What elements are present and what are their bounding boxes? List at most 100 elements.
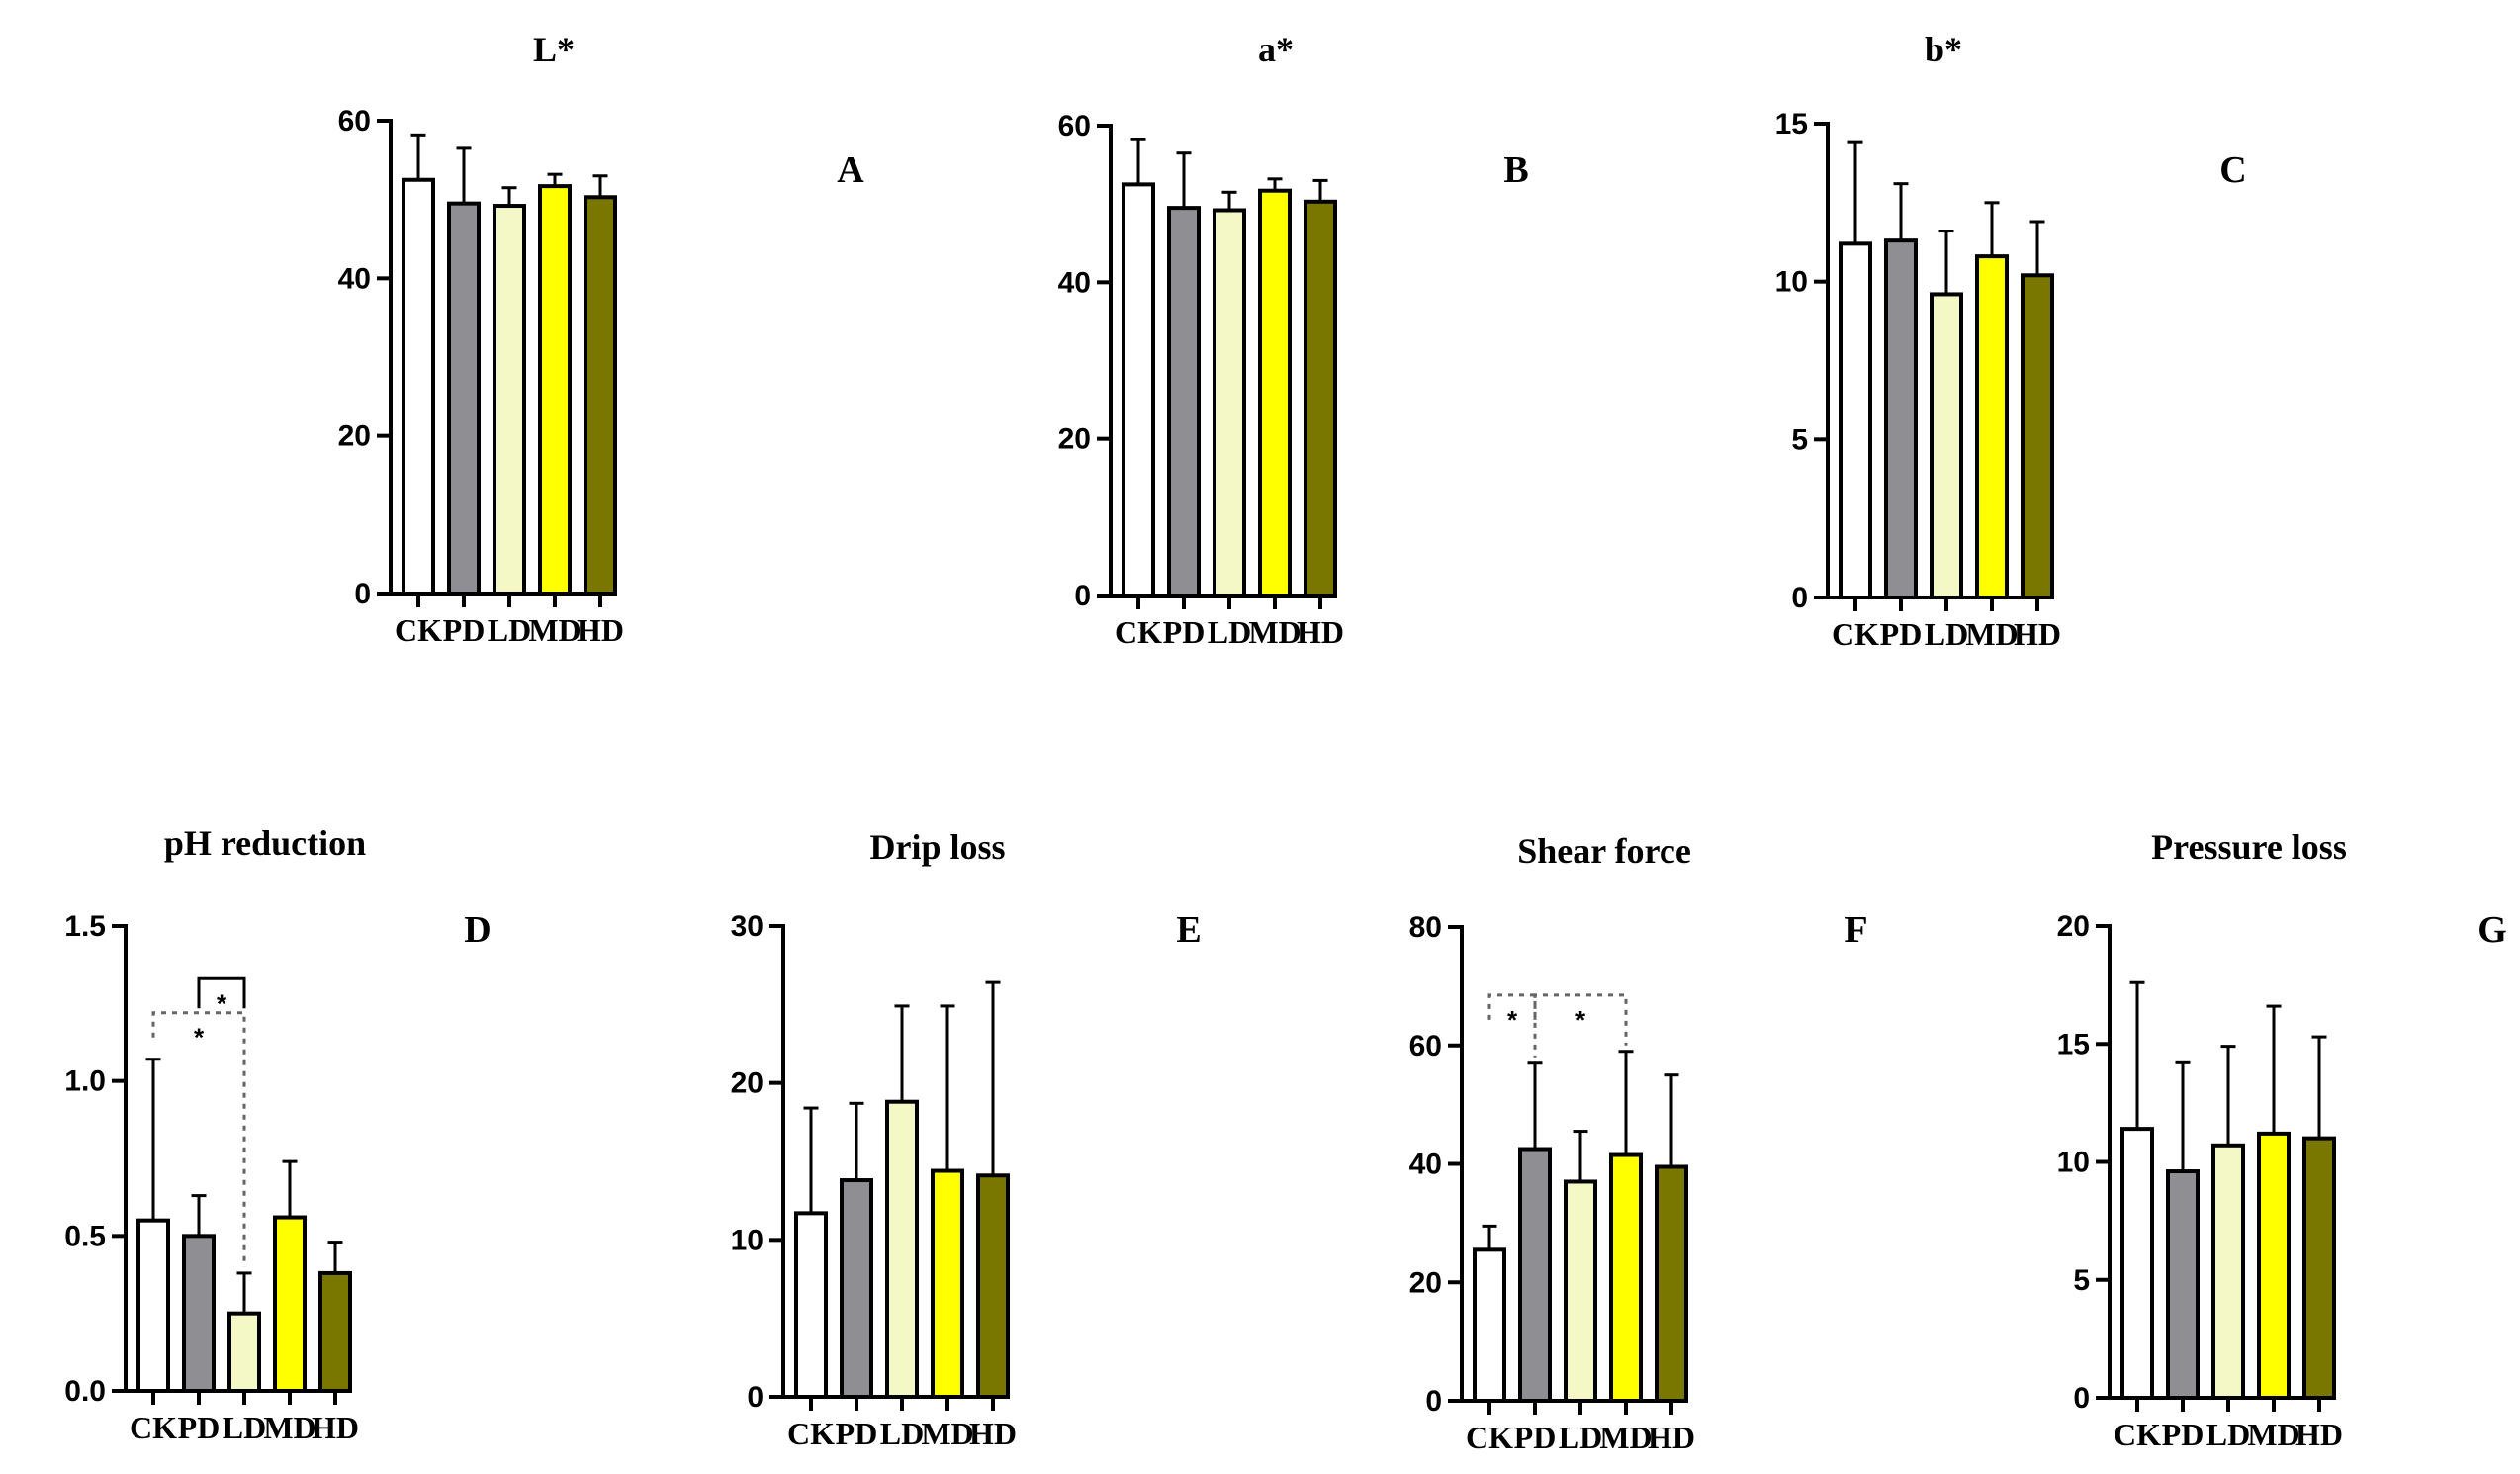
significance-bracket [1533,993,1628,1046]
bar-pd [1884,238,1918,600]
panel-title: pH reduction [164,823,366,863]
panel-letter: D [464,909,491,951]
y-tick-label: 15 [1775,108,1808,140]
y-tick-label: 60 [1058,110,1091,142]
bar-ck [402,177,435,596]
panel-letter: G [2477,909,2507,951]
panel-letter: A [837,149,864,191]
y-tick-label: 40 [338,262,371,295]
bar-ld [227,1311,261,1393]
bar-hd [318,1270,352,1394]
x-tick-label: MD [1599,1420,1652,1455]
x-tick-label: MD [921,1416,973,1451]
bar-ck [1122,182,1155,598]
x-tick-label: LD [880,1416,924,1451]
bar-ld [493,204,526,596]
y-tick-label: 80 [1409,911,1442,944]
bar-md [273,1215,307,1393]
x-tick-label: PD [443,612,486,648]
panel-letter: C [2219,149,2246,191]
y-tick-label: 1.0 [64,1065,106,1098]
bar-hd [584,195,617,596]
x-tick-label: LD [488,612,531,648]
x-tick-label: CK [2114,1417,2161,1452]
bar-ld [885,1099,919,1399]
bar-hd [976,1173,1010,1400]
y-tick-label: 0.0 [64,1375,106,1408]
bar-pd [840,1178,873,1400]
y-tick-label: 20 [1058,423,1091,456]
x-tick-label: CK [787,1416,835,1451]
bar-hd [1655,1164,1688,1404]
x-tick-label: CK [130,1410,177,1445]
x-tick-label: HD [969,1416,1017,1451]
significance-bracket [151,1011,246,1267]
panel-letter: F [1845,909,1867,951]
y-tick-label: 0 [747,1381,764,1414]
y-tick-label: 40 [1058,266,1091,299]
bar-md [931,1168,964,1400]
significance-bracket [1487,993,1537,1058]
bar-ck [794,1211,828,1399]
bar-md [2257,1131,2291,1400]
y-tick-label: 0 [354,578,371,610]
x-tick-label: HD [2295,1417,2343,1452]
x-tick-label: MD [1248,614,1301,650]
y-tick-label: 60 [1409,1030,1442,1062]
bar-md [1609,1152,1643,1404]
x-tick-label: HD [2014,616,2061,652]
bar-ck [2120,1127,2154,1400]
significance-label: * [217,988,227,1018]
bar-md [1258,188,1292,598]
x-tick-label: PD [2162,1417,2205,1452]
significance-label: * [194,1023,205,1053]
x-tick-label: HD [312,1410,359,1445]
y-tick-label: 15 [2057,1028,2090,1060]
panel-letter: B [1503,149,1528,191]
x-tick-label: PD [1880,616,1923,652]
x-tick-label: MD [528,612,581,648]
panel-title: a* [1258,30,1294,69]
x-tick-label: PD [836,1416,878,1451]
y-tick-label: 20 [1409,1266,1442,1299]
bar-pd [182,1234,216,1394]
bar-ld [1564,1179,1597,1404]
bar-ck [1839,241,1872,599]
bar-pd [2166,1169,2200,1401]
y-tick-label: 40 [1409,1149,1442,1181]
panel-title: Pressure loss [2151,827,2347,867]
bar-hd [2021,273,2054,599]
significance-label: * [1507,1005,1518,1035]
panel-title: b* [1925,30,1962,69]
panel-title: Shear force [1517,831,1691,871]
y-tick-label: 20 [731,1067,764,1100]
significance-bracket [197,976,246,1009]
x-tick-label: LD [1925,616,1968,652]
x-tick-label: CK [1832,616,1879,652]
bar-ld [1213,208,1246,598]
x-tick-label: LD [223,1410,266,1445]
bar-ld [1930,292,1963,599]
y-tick-label: 0.5 [64,1220,106,1252]
bar-ld [2211,1143,2245,1401]
x-tick-label: HD [577,612,624,648]
x-tick-label: HD [1648,1420,1695,1455]
bar-pd [447,201,481,596]
x-tick-label: LD [1559,1420,1602,1455]
y-tick-label: 20 [338,420,371,453]
x-tick-label: LD [1208,614,1251,650]
y-tick-label: 10 [2057,1147,2090,1179]
x-tick-label: PD [1514,1420,1557,1455]
bar-pd [1518,1147,1552,1403]
y-tick-label: 1.5 [64,910,106,943]
y-tick-label: 0 [1791,582,1808,614]
x-tick-label: CK [395,612,442,648]
y-tick-label: 0 [1425,1385,1442,1418]
